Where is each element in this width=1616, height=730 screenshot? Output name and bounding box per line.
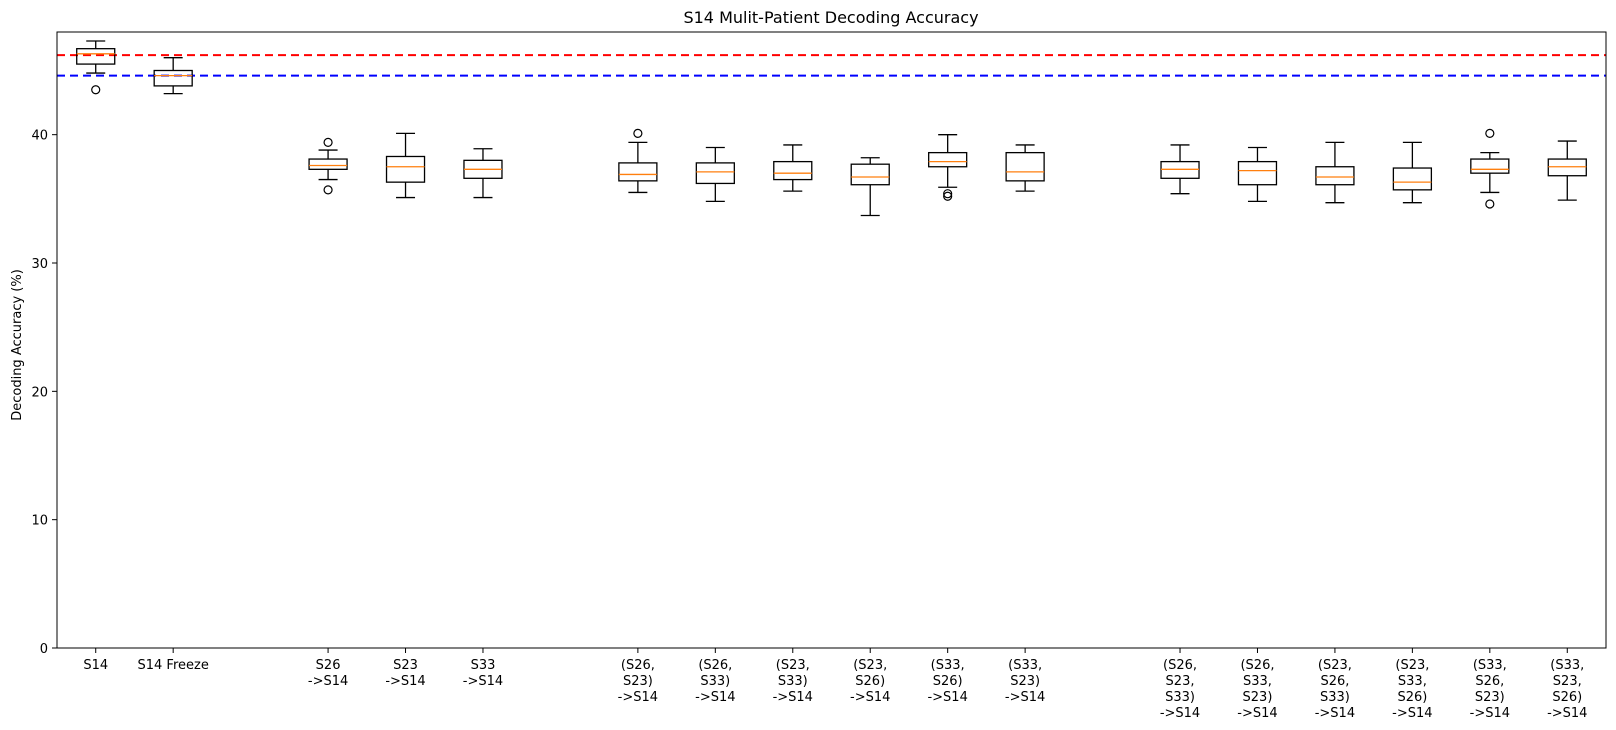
box-7 (695, 146, 735, 203)
y-tick-label: 40 (31, 129, 48, 144)
iqr-box (1237, 160, 1278, 186)
iqr-box (308, 158, 348, 170)
iqr-box (850, 163, 890, 186)
outlier-point (943, 189, 953, 199)
x-tick-label: (S26, S23) ->S14 (618, 658, 658, 705)
box-series (76, 40, 1587, 217)
x-tick-label: S23 ->S14 (385, 658, 425, 689)
box-14 (1315, 141, 1355, 204)
box-8 (773, 144, 813, 192)
x-axis: S14 S14 Freeze S26 ->S14 S23 ->S14 S33 ->S14 (S2… (83, 648, 1587, 721)
x-tick-label: S26 ->S14 (308, 658, 348, 689)
box-16 (1470, 128, 1510, 209)
iqr-box (76, 48, 116, 65)
x-tick-label: (S23, S33) ->S14 (773, 658, 813, 705)
x-tick-label: S33 ->S14 (463, 658, 503, 689)
y-axis-label: Decoding Accuracy (%) (10, 269, 25, 421)
iqr-box (928, 151, 968, 168)
y-tick-label: 10 (31, 514, 48, 529)
box-10 (928, 134, 968, 201)
box-9 (850, 157, 890, 217)
iqr-box (1392, 167, 1433, 191)
iqr-box (618, 162, 658, 182)
x-tick-label: (S33, S26) ->S14 (927, 658, 967, 705)
iqr-box (1470, 158, 1510, 174)
x-tick-label: (S33, S23) ->S14 (1005, 658, 1045, 705)
box-5 (463, 148, 503, 199)
iqr-box (773, 160, 813, 181)
outlier-point (633, 128, 643, 138)
box-11 (1005, 144, 1045, 192)
outlier-point (1485, 199, 1495, 209)
box-15 (1392, 141, 1433, 204)
outlier-point (943, 191, 953, 201)
y-axis: 0 10 20 30 40 (31, 129, 57, 657)
outlier-point (91, 85, 101, 95)
iqr-box (153, 69, 193, 87)
x-tick-label: (S26, S33) ->S14 (695, 658, 735, 705)
x-tick-label: S14 Freeze (138, 658, 209, 673)
y-tick-label: 0 (40, 642, 48, 657)
box-3 (308, 137, 348, 195)
y-tick-label: 20 (31, 385, 48, 400)
iqr-box (695, 162, 735, 185)
iqr-box (1005, 151, 1045, 182)
reference-lines (57, 54, 1606, 77)
iqr-box (385, 155, 426, 183)
box-1 (76, 40, 116, 95)
x-tick-label: (S26, S23, S33) ->S14 (1160, 658, 1200, 721)
x-tick-label: S14 (83, 658, 108, 673)
x-tick-label: (S23, S26) ->S14 (850, 658, 890, 705)
outlier-point (323, 137, 333, 147)
outlier-point (1485, 128, 1495, 138)
box-6 (618, 128, 658, 194)
plot-frame (56, 31, 1607, 649)
box-12 (1160, 144, 1200, 195)
x-tick-label: (S23, S26, S33) ->S14 (1315, 658, 1355, 721)
iqr-box (1315, 166, 1355, 186)
outlier-point (323, 185, 333, 195)
x-tick-label: (S23, S33, S26) ->S14 (1392, 658, 1432, 721)
x-tick-label: (S33, S26, S23) ->S14 (1470, 658, 1510, 721)
y-tick-label: 30 (31, 257, 48, 272)
chart-title: S14 Mulit-Patient Decoding Accuracy (683, 8, 978, 27)
x-tick-label: (S33, S23, S26) ->S14 (1547, 658, 1587, 721)
box-2 (153, 57, 193, 95)
box-4 (385, 132, 426, 199)
box-17 (1547, 140, 1587, 201)
x-tick-label: (S26, S33, S23) ->S14 (1237, 658, 1277, 721)
box-13 (1237, 146, 1278, 203)
